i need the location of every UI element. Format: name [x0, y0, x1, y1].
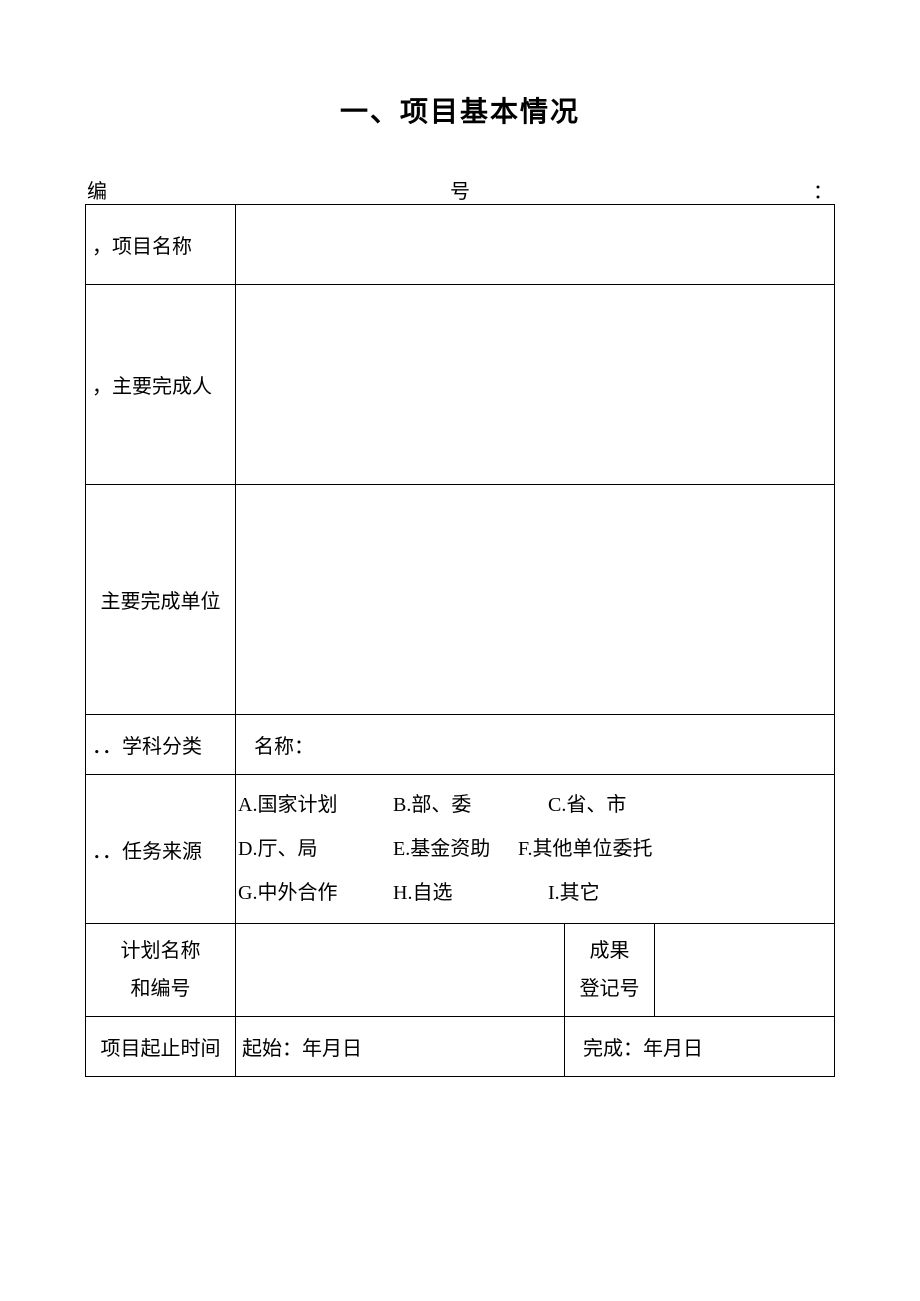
table-row: ．．任务来源 A.国家计划 B.部、委 C.省、市 D.厅、局 E.基金资助 F… [86, 775, 835, 924]
table-row: 计划名称 和编号 成果 登记号 [86, 924, 835, 1017]
plan-label-line1: 计划名称 [92, 932, 229, 970]
value-plan-name [236, 924, 565, 1017]
plan-label-line2: 和编号 [92, 970, 229, 1008]
value-result-reg [654, 924, 834, 1017]
serial-right: ： [813, 175, 833, 204]
label-plan-name: 计划名称 和编号 [86, 924, 236, 1017]
value-completer [236, 285, 835, 485]
task-opt-e: E.基金资助 [393, 827, 513, 871]
label-completer: ，主要完成人 [86, 285, 236, 485]
task-opt-d: D.厅、局 [238, 827, 388, 871]
task-opt-h: H.自选 [393, 871, 543, 915]
value-time-end: 完成：年月日 [564, 1017, 834, 1077]
value-time-start: 起始：年月日 [236, 1017, 565, 1077]
table-row: 项目起止时间 起始：年月日 完成：年月日 [86, 1017, 835, 1077]
result-reg-line2: 登记号 [571, 970, 648, 1008]
value-project-name [236, 205, 835, 285]
value-main-unit [236, 485, 835, 715]
table-row: ．．学科分类 名称： [86, 715, 835, 775]
section-title: 一、项目基本情况 [85, 90, 835, 130]
label-project-name: ，项目名称 [86, 205, 236, 285]
project-info-table: ，项目名称 ，主要完成人 主要完成单位 ．．学科分类 名称： ．．任务来源 A.… [85, 204, 835, 1077]
task-opt-i: I.其它 [548, 871, 698, 915]
task-opt-b: B.部、委 [393, 783, 543, 827]
table-row: 主要完成单位 [86, 485, 835, 715]
serial-number-line: 编 号 ： [85, 175, 835, 204]
label-task-source: ．．任务来源 [86, 775, 236, 924]
serial-left: 编 [87, 175, 107, 204]
label-main-unit: 主要完成单位 [86, 485, 236, 715]
table-row: ，主要完成人 [86, 285, 835, 485]
result-reg-line1: 成果 [571, 932, 648, 970]
label-time: 项目起止时间 [86, 1017, 236, 1077]
label-result-reg: 成果 登记号 [564, 924, 654, 1017]
table-row: ，项目名称 [86, 205, 835, 285]
task-opt-c: C.省、市 [548, 783, 698, 827]
task-opt-g: G.中外合作 [238, 871, 388, 915]
task-opt-a: A.国家计划 [238, 783, 388, 827]
label-subject: ．．学科分类 [86, 715, 236, 775]
value-subject-name: 名称： [236, 715, 835, 775]
task-opt-f: F.其他单位委托 [518, 827, 668, 871]
serial-mid: 号 [450, 175, 470, 204]
value-task-source: A.国家计划 B.部、委 C.省、市 D.厅、局 E.基金资助 F.其他单位委托… [236, 775, 835, 924]
